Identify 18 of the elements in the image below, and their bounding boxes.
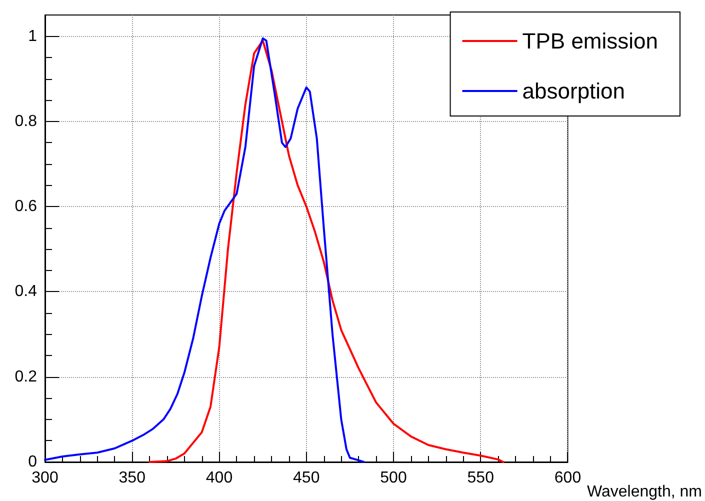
x-tick-label: 400 [206,470,233,486]
y-tick-label: 0.8 [14,112,38,130]
line-series [44,37,365,463]
x-tick-label: 600 [554,470,582,486]
x-tick-label: 450 [293,470,320,486]
x-tick-label: 350 [118,470,146,486]
legend-label: absorption [522,78,626,104]
x-axis-title: Wavelength, nm [586,484,702,500]
line-series [148,40,504,463]
y-tick-label: 0 [28,454,38,470]
x-tick-label: 300 [32,470,58,486]
y-tick-label: 0.2 [14,368,38,386]
y-tick-label: 0.6 [14,198,38,216]
legend-label: TPB emission [522,28,658,54]
y-tick-label: 1 [28,28,38,45]
y-tick-label: 0.4 [14,283,38,300]
x-tick-label: 500 [380,470,407,486]
x-tick-label: 550 [467,470,494,486]
